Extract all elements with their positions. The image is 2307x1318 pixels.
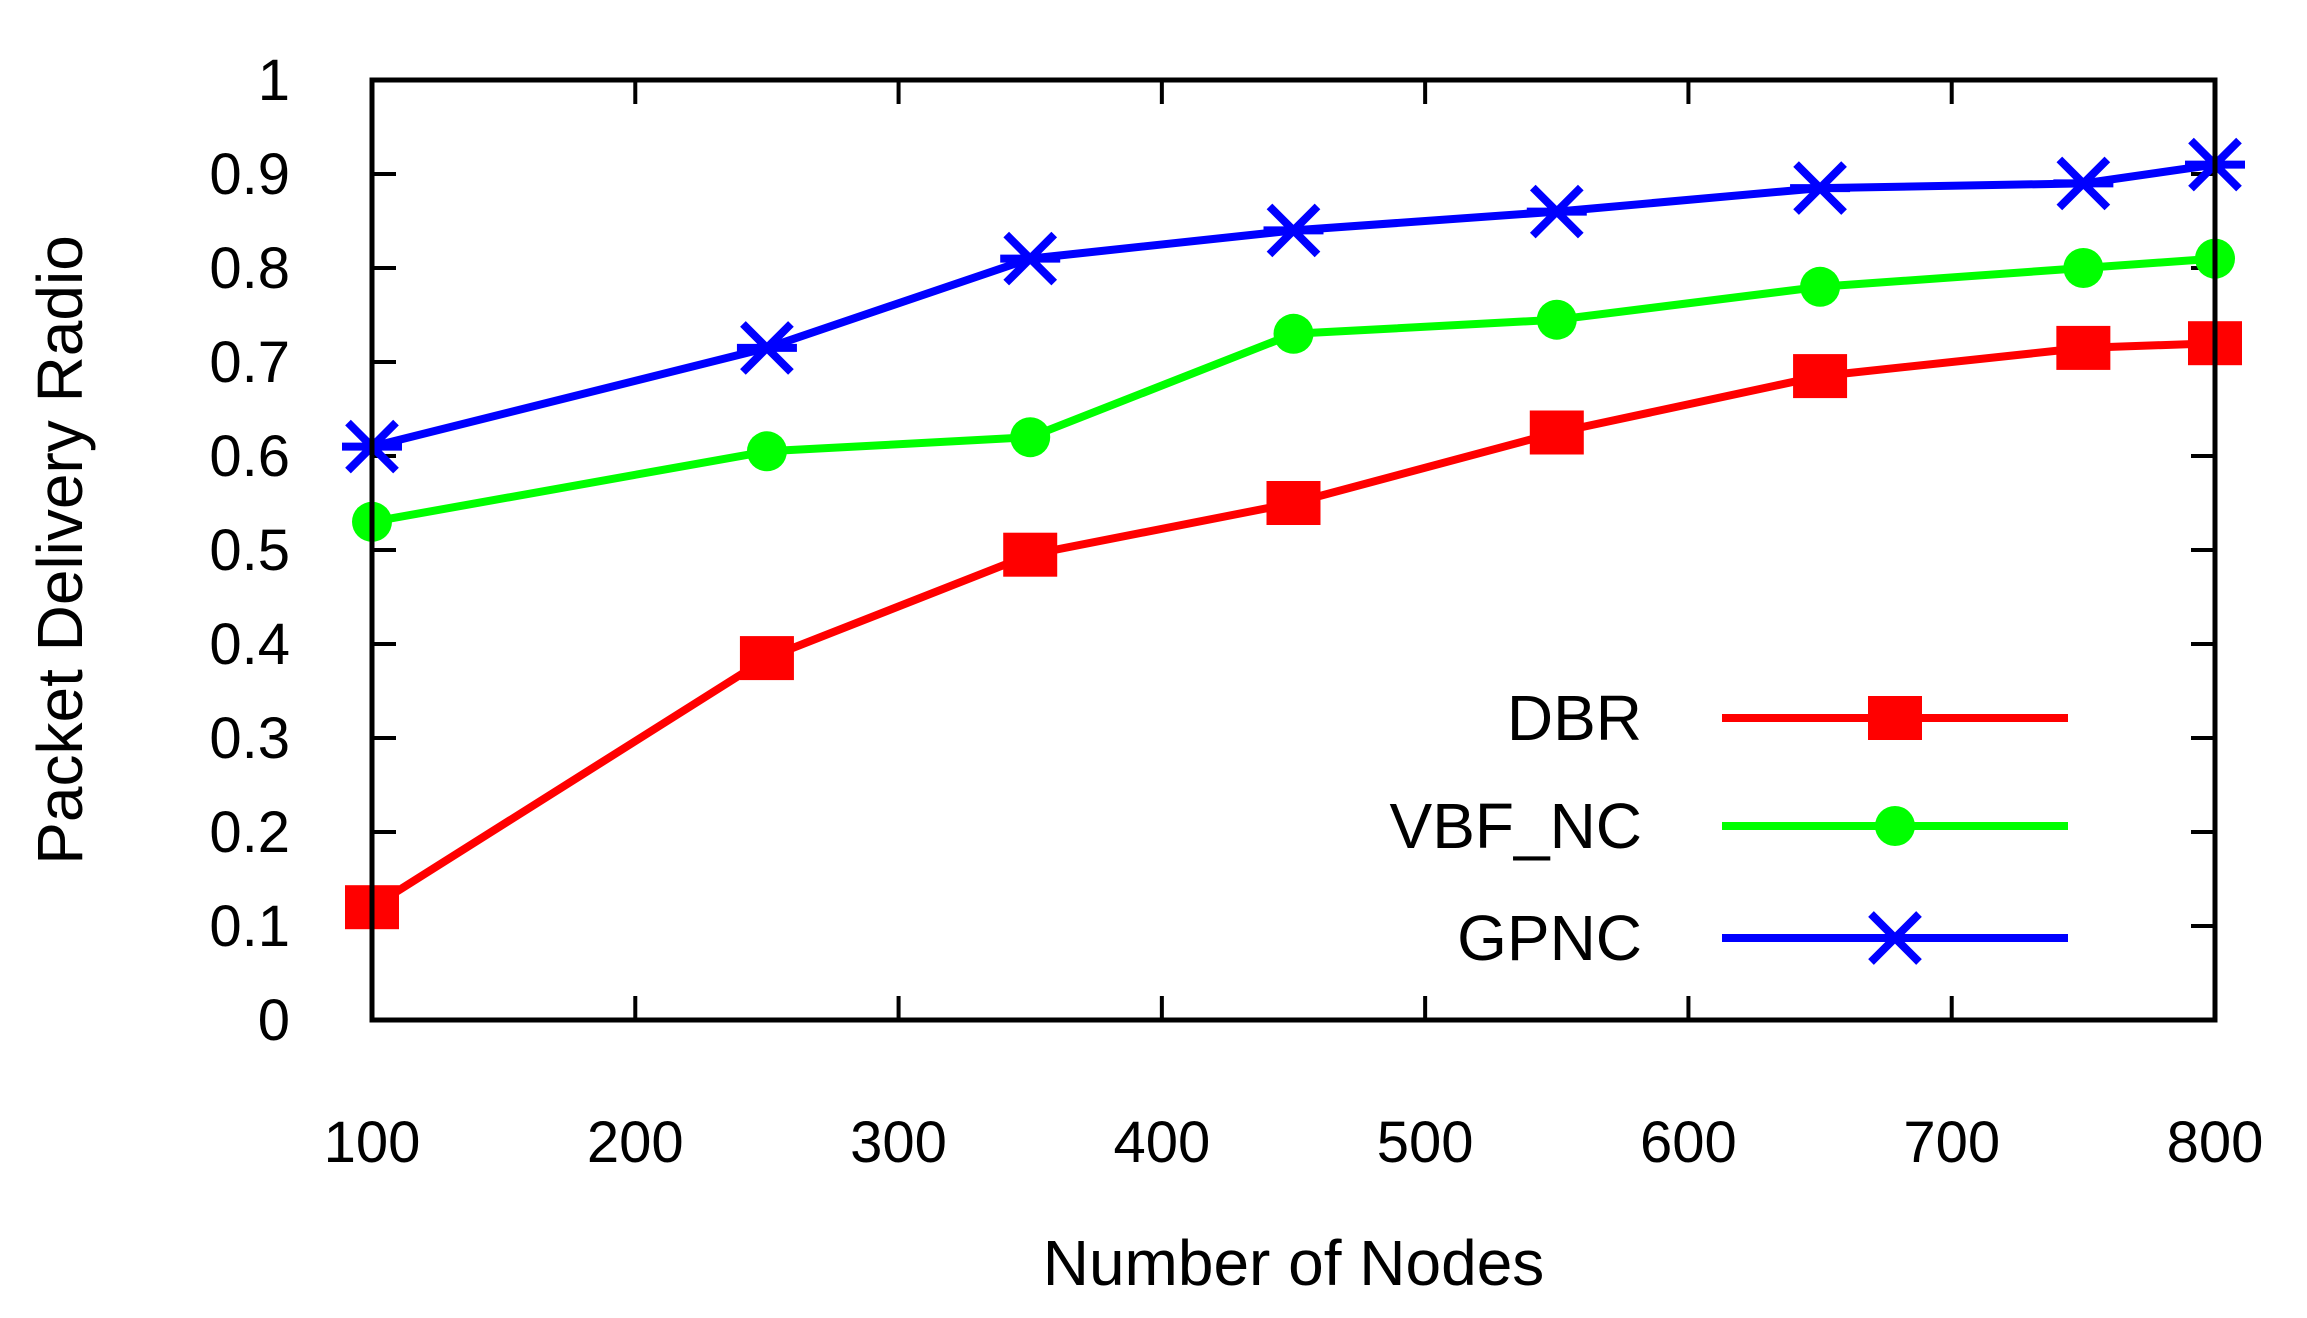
data-point xyxy=(1526,184,1587,239)
data-point xyxy=(1273,313,1314,354)
legend-item: GPNC xyxy=(1457,902,2068,974)
y-tick-label: 0 xyxy=(258,988,290,1053)
y-tick-label: 0.8 xyxy=(209,236,290,301)
data-point xyxy=(1266,481,1321,525)
axes: 0 0.1 0.2 0.3 0.4 0.5 0.6 0.7 0.8 0.9 1 100 200 300 40… xyxy=(209,48,2263,1175)
legend-item: VBF_NC xyxy=(1390,790,2068,862)
x-tick-label: 500 xyxy=(1377,1110,1474,1175)
x-tick-label: 800 xyxy=(2167,1110,2264,1175)
data-point xyxy=(1263,203,1324,258)
x-axis-title: Number of Nodes xyxy=(1043,1227,1545,1299)
y-tick-label: 0.9 xyxy=(209,142,290,207)
y-tick-label: 0.6 xyxy=(209,424,290,489)
series-line xyxy=(371,254,2216,526)
y-tick-label: 0.4 xyxy=(209,612,290,677)
plot-frame xyxy=(369,77,2218,1023)
data-point xyxy=(1529,410,1584,455)
series-line xyxy=(371,160,2216,451)
y-axis-title: Packet Delivery Radio xyxy=(24,235,96,865)
data-point xyxy=(2063,248,2104,288)
series-vbf-nc xyxy=(352,238,2235,542)
data-point xyxy=(2053,156,2114,211)
x-tick-label: 700 xyxy=(1903,1110,2000,1175)
legend-label: VBF_NC xyxy=(1390,790,1643,862)
data-point xyxy=(1010,417,1051,458)
x-tick-label: 400 xyxy=(1113,1110,1210,1175)
data-point xyxy=(1003,532,1058,577)
data-point xyxy=(739,636,794,681)
legend-label: DBR xyxy=(1507,682,1642,754)
legend-item: DBR xyxy=(1507,682,2068,754)
x-tick-label: 600 xyxy=(1640,1110,1737,1175)
legend-label: GPNC xyxy=(1457,902,1642,974)
legend: DBR VBF_NC GPNC xyxy=(1390,682,2068,974)
y-tick-label: 0.2 xyxy=(209,800,290,865)
data-point xyxy=(1000,231,1061,286)
legend-marker xyxy=(1868,696,1922,740)
x-tick-label: 200 xyxy=(587,1110,684,1175)
x-tick-label: 300 xyxy=(850,1110,947,1175)
x-tick-label: 100 xyxy=(324,1110,421,1175)
y-tick-label: 0.1 xyxy=(209,894,290,959)
series-dbr xyxy=(345,321,2242,930)
data-point xyxy=(746,431,787,472)
data-point xyxy=(1800,266,1841,307)
data-point xyxy=(2056,325,2111,370)
series-layer xyxy=(342,137,2245,930)
series-gpnc xyxy=(342,137,2245,474)
legend-marker xyxy=(1875,806,1915,846)
series-line xyxy=(369,339,2216,911)
y-tick-label: 1 xyxy=(258,48,290,113)
y-tick-label: 0.3 xyxy=(209,706,290,771)
data-point xyxy=(1790,161,1851,215)
y-tick-label: 0.7 xyxy=(209,330,290,395)
data-point xyxy=(1536,299,1577,340)
legend-marker xyxy=(1865,911,1925,965)
y-tick-label: 0.5 xyxy=(209,518,290,583)
data-point xyxy=(1793,354,1848,399)
data-point xyxy=(736,321,797,375)
